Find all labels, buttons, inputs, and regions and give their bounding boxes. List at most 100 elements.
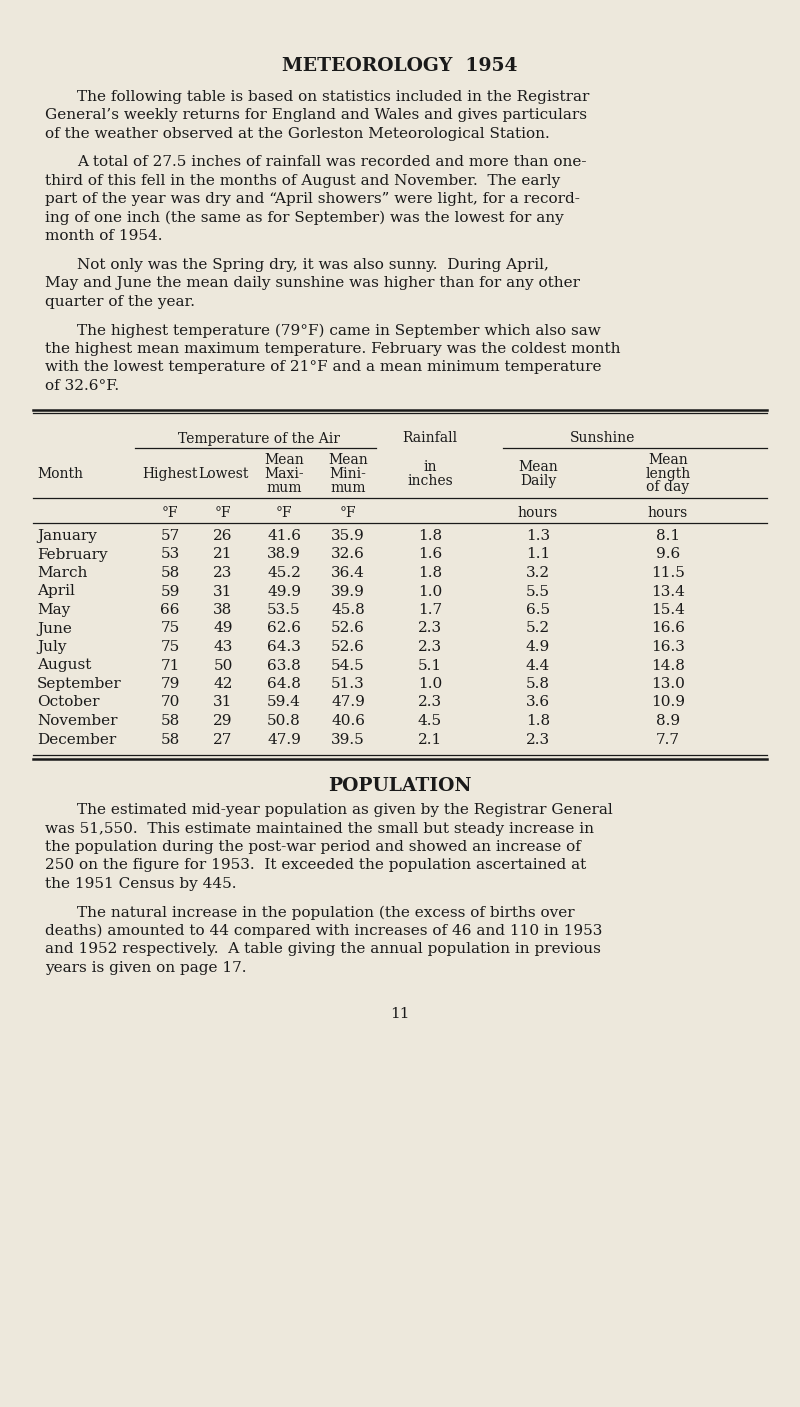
Text: mum: mum [330,481,366,494]
Text: 1.7: 1.7 [418,604,442,618]
Text: Month: Month [37,467,83,481]
Text: Mini-: Mini- [330,467,366,481]
Text: 3.6: 3.6 [526,695,550,709]
Text: 64.8: 64.8 [267,677,301,691]
Text: March: March [37,566,87,580]
Text: 39.5: 39.5 [331,733,365,747]
Text: 47.9: 47.9 [267,733,301,747]
Text: 50.8: 50.8 [267,713,301,727]
Text: 57: 57 [160,529,180,543]
Text: 5.1: 5.1 [418,658,442,673]
Text: 2.3: 2.3 [418,640,442,654]
Text: Rainfall: Rainfall [402,432,458,446]
Text: May: May [37,604,70,618]
Text: of day: of day [646,481,690,494]
Text: 62.6: 62.6 [267,622,301,636]
Text: 49: 49 [214,622,233,636]
Text: 53: 53 [160,547,180,561]
Text: the 1951 Census by 445.: the 1951 Census by 445. [45,877,237,891]
Text: 58: 58 [160,713,180,727]
Text: 16.3: 16.3 [651,640,685,654]
Text: 32.6: 32.6 [331,547,365,561]
Text: 59.4: 59.4 [267,695,301,709]
Text: 75: 75 [160,640,180,654]
Text: 41.6: 41.6 [267,529,301,543]
Text: in: in [423,460,437,474]
Text: 71: 71 [160,658,180,673]
Text: the highest mean maximum temperature. February was the coldest month: the highest mean maximum temperature. Fe… [45,342,621,356]
Text: 59: 59 [160,584,180,598]
Text: 13.0: 13.0 [651,677,685,691]
Text: Not only was the Spring dry, it was also sunny.  During April,: Not only was the Spring dry, it was also… [77,257,549,272]
Text: 51.3: 51.3 [331,677,365,691]
Text: Highest: Highest [142,467,198,481]
Text: A total of 27.5 inches of rainfall was recorded and more than one-: A total of 27.5 inches of rainfall was r… [77,156,586,169]
Text: 5.2: 5.2 [526,622,550,636]
Text: 5.5: 5.5 [526,584,550,598]
Text: 1.3: 1.3 [526,529,550,543]
Text: The estimated mid-year population as given by the Registrar General: The estimated mid-year population as giv… [77,803,613,817]
Text: Maxi-: Maxi- [264,467,304,481]
Text: 66: 66 [160,604,180,618]
Text: 29: 29 [214,713,233,727]
Text: 40.6: 40.6 [331,713,365,727]
Text: Mean: Mean [648,453,688,467]
Text: 21: 21 [214,547,233,561]
Text: 1.8: 1.8 [418,566,442,580]
Text: 38: 38 [214,604,233,618]
Text: August: August [37,658,91,673]
Text: °F: °F [162,507,178,521]
Text: 2.1: 2.1 [418,733,442,747]
Text: years is given on page 17.: years is given on page 17. [45,961,246,975]
Text: October: October [37,695,99,709]
Text: 70: 70 [160,695,180,709]
Text: The following table is based on statistics included in the Registrar: The following table is based on statisti… [77,90,590,104]
Text: May and June the mean daily sunshine was higher than for any other: May and June the mean daily sunshine was… [45,277,580,290]
Text: Temperature of the Air: Temperature of the Air [178,432,340,446]
Text: 47.9: 47.9 [331,695,365,709]
Text: 36.4: 36.4 [331,566,365,580]
Text: °F: °F [340,507,356,521]
Text: inches: inches [407,474,453,488]
Text: 39.9: 39.9 [331,584,365,598]
Text: 64.3: 64.3 [267,640,301,654]
Text: METEOROLOGY  1954: METEOROLOGY 1954 [282,58,518,75]
Text: 53.5: 53.5 [267,604,301,618]
Text: 15.4: 15.4 [651,604,685,618]
Text: The highest temperature (79°F) came in September which also saw: The highest temperature (79°F) came in S… [77,324,601,338]
Text: 23: 23 [214,566,233,580]
Text: °F: °F [214,507,231,521]
Text: 52.6: 52.6 [331,622,365,636]
Text: July: July [37,640,66,654]
Text: 45.8: 45.8 [331,604,365,618]
Text: 42: 42 [214,677,233,691]
Text: 5.8: 5.8 [526,677,550,691]
Text: °F: °F [276,507,292,521]
Text: 58: 58 [160,566,180,580]
Text: quarter of the year.: quarter of the year. [45,295,195,310]
Text: 16.6: 16.6 [651,622,685,636]
Text: of 32.6°F.: of 32.6°F. [45,378,119,393]
Text: part of the year was dry and “April showers” were light, for a record-: part of the year was dry and “April show… [45,193,580,207]
Text: was 51,550.  This estimate maintained the small but steady increase in: was 51,550. This estimate maintained the… [45,822,594,836]
Text: 4.4: 4.4 [526,658,550,673]
Text: January: January [37,529,97,543]
Text: POPULATION: POPULATION [328,777,472,795]
Text: 8.1: 8.1 [656,529,680,543]
Text: length: length [646,467,690,481]
Text: 27: 27 [214,733,233,747]
Text: 31: 31 [214,695,233,709]
Text: 14.8: 14.8 [651,658,685,673]
Text: 13.4: 13.4 [651,584,685,598]
Text: 8.9: 8.9 [656,713,680,727]
Text: June: June [37,622,72,636]
Text: Mean: Mean [518,460,558,474]
Text: of the weather observed at the Gorleston Meteorological Station.: of the weather observed at the Gorleston… [45,127,550,141]
Text: 63.8: 63.8 [267,658,301,673]
Text: 31: 31 [214,584,233,598]
Text: February: February [37,547,108,561]
Text: 43: 43 [214,640,233,654]
Text: September: September [37,677,122,691]
Text: 35.9: 35.9 [331,529,365,543]
Text: the population during the post-war period and showed an increase of: the population during the post-war perio… [45,840,581,854]
